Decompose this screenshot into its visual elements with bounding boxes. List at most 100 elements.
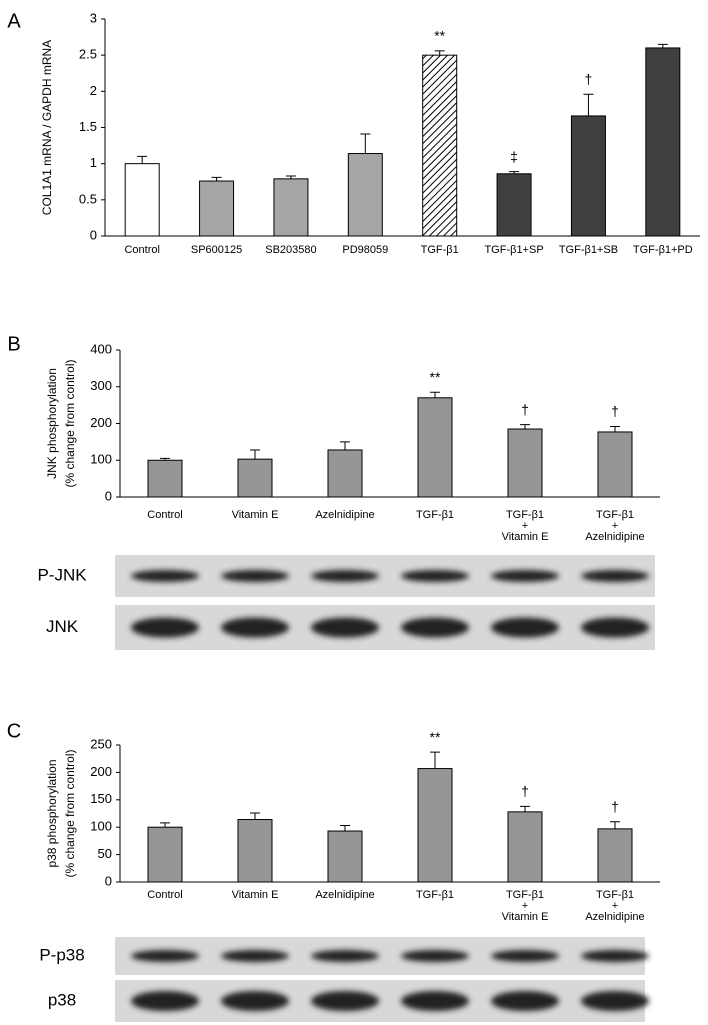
- y-tick-label: 150: [90, 791, 112, 806]
- y-axis-label: (% change from control): [63, 359, 77, 487]
- bar: [147, 826, 183, 883]
- blot-band: [311, 991, 379, 1011]
- x-tick-label: Azelnidipine: [585, 911, 644, 923]
- blot-label: JNK: [46, 617, 79, 636]
- blot-band: [131, 570, 199, 582]
- y-tick-label: 0: [105, 488, 112, 503]
- bar: [417, 397, 453, 498]
- x-tick-label: +: [522, 520, 528, 532]
- y-tick-label: 1: [90, 155, 97, 170]
- blot-band: [221, 991, 289, 1011]
- annotation: †: [521, 401, 529, 417]
- x-tick-label: SB203580: [265, 244, 316, 256]
- error-bar: [137, 155, 148, 164]
- x-tick-label: TGF-β1+SP: [484, 244, 543, 256]
- bar: [570, 115, 606, 237]
- blot-label: P-p38: [39, 945, 84, 964]
- x-tick-label: Vitamin E: [232, 509, 279, 521]
- annotation: †: [611, 403, 619, 419]
- y-axis-label: JNK phosphorylation: [45, 368, 59, 479]
- annotation: **: [430, 729, 441, 745]
- blot-band: [401, 570, 469, 582]
- error-bar: [160, 822, 170, 828]
- x-tick-label: +: [612, 900, 618, 912]
- blot-band: [311, 570, 379, 582]
- annotation: †: [521, 783, 529, 799]
- annotation: ‡: [510, 148, 518, 164]
- x-tick-label: TGF-β1: [421, 244, 459, 256]
- y-tick-label: 1.5: [79, 119, 97, 134]
- annotation: **: [434, 28, 445, 44]
- blot-label: P-JNK: [37, 565, 87, 584]
- blot-band: [491, 950, 559, 962]
- y-tick-label: 0: [105, 873, 112, 888]
- y-axis-label: COL1A1 mRNA / GAPDH mRNA: [40, 40, 54, 215]
- blot-band: [581, 570, 649, 582]
- blot-band: [131, 950, 199, 962]
- error-bar: [434, 50, 445, 56]
- x-tick-label: +: [612, 520, 618, 532]
- x-tick-label: Control: [147, 889, 182, 901]
- x-tick-label: TGF-β1: [506, 509, 544, 521]
- x-tick-label: TGF-β1: [416, 509, 454, 521]
- error-bar: [250, 449, 260, 460]
- bar: [327, 449, 363, 498]
- bar: [347, 153, 383, 237]
- error-bar: [520, 805, 530, 812]
- y-axis-label: (% change from control): [63, 749, 77, 877]
- bar: [507, 811, 543, 883]
- y-tick-label: 3: [90, 10, 97, 25]
- bar: [124, 163, 160, 237]
- bar: [273, 178, 309, 237]
- error-bar: [211, 176, 222, 182]
- error-bar: [340, 441, 350, 450]
- blot-band: [401, 991, 469, 1011]
- error-bar: [430, 391, 440, 398]
- panel-letter: C: [7, 720, 21, 742]
- y-tick-label: 100: [90, 819, 112, 834]
- blot-band: [311, 950, 379, 962]
- x-tick-label: PD98059: [342, 244, 388, 256]
- y-tick-label: 0.5: [79, 191, 97, 206]
- blot-label: p38: [48, 990, 76, 1009]
- blot-band: [131, 991, 199, 1011]
- annotation: †: [585, 71, 593, 87]
- x-tick-label: Control: [124, 244, 159, 256]
- bar: [199, 180, 235, 237]
- y-tick-label: 0: [90, 227, 97, 242]
- error-bar: [509, 171, 520, 174]
- x-tick-label: Vitamin E: [502, 531, 549, 543]
- x-tick-label: TGF-β1+PD: [633, 244, 693, 256]
- blot-band: [221, 950, 289, 962]
- panel-letter: A: [7, 10, 21, 32]
- y-tick-label: 200: [90, 764, 112, 779]
- x-tick-label: Azelnidipine: [315, 889, 374, 901]
- x-tick-label: Control: [147, 509, 182, 521]
- x-tick-label: TGF-β1: [506, 889, 544, 901]
- error-bar: [657, 43, 668, 48]
- blot-band: [581, 617, 649, 638]
- panel-letter: B: [7, 333, 20, 355]
- y-tick-label: 300: [90, 378, 112, 393]
- error-bar: [583, 93, 594, 116]
- y-tick-label: 100: [90, 452, 112, 467]
- bar: [237, 458, 273, 498]
- blot-band: [491, 617, 559, 638]
- x-tick-label: SP600125: [191, 244, 242, 256]
- bar: [507, 428, 543, 498]
- annotation: †: [611, 798, 619, 814]
- blot-band: [491, 570, 559, 582]
- bar: [422, 54, 458, 237]
- x-tick-label: Vitamin E: [502, 911, 549, 923]
- x-tick-label: Azelnidipine: [585, 531, 644, 543]
- y-tick-label: 400: [90, 341, 112, 356]
- blot-background: [115, 605, 655, 650]
- error-bar: [430, 751, 440, 769]
- y-tick-label: 250: [90, 736, 112, 751]
- error-bar: [360, 133, 371, 154]
- x-tick-label: Azelnidipine: [315, 509, 374, 521]
- bar: [147, 459, 183, 498]
- y-tick-label: 200: [90, 415, 112, 430]
- blot-band: [581, 991, 649, 1011]
